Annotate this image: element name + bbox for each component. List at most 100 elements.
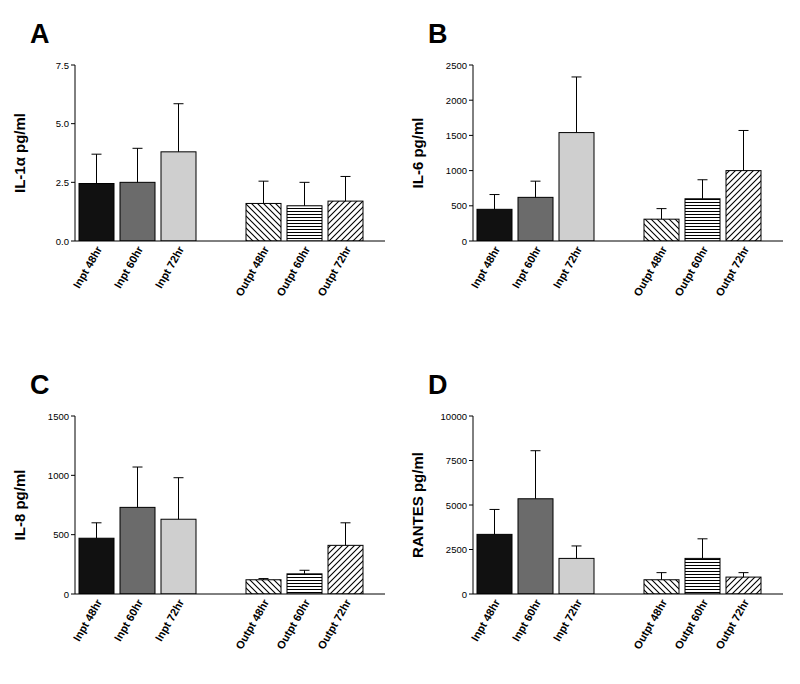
y-tick — [469, 65, 473, 66]
error-bar — [259, 579, 269, 580]
error-bar — [133, 148, 143, 182]
panel: DRANTES pg/ml025005000750010000Inpt 48hr… — [409, 370, 783, 651]
bar — [79, 538, 114, 594]
error-bar — [300, 182, 310, 205]
x-tick-label: Outpt 60hr — [672, 243, 711, 298]
panel-label: A — [30, 19, 50, 49]
bar — [477, 534, 512, 594]
x-tick-label: Outpt 60hr — [672, 596, 711, 651]
x-tick-label: Inpt 48hr — [469, 596, 503, 643]
bar — [559, 133, 594, 241]
x-tick-label: Inpt 72hr — [551, 596, 585, 643]
x-tick-label: Outpt 72hr — [713, 243, 752, 298]
y-tick — [469, 170, 473, 171]
bars — [79, 467, 363, 594]
y-tick-label: 1000 — [446, 165, 467, 176]
bar — [726, 171, 761, 241]
y-tick — [71, 594, 75, 595]
bar — [518, 499, 553, 594]
bar — [161, 152, 196, 241]
y-tick — [469, 460, 473, 461]
y-tick — [71, 65, 75, 66]
y-tick — [71, 182, 75, 183]
panel: AIL-1α pg/ml0.02.55.07.5Inpt 48hrInpt 60… — [11, 19, 385, 298]
error-bar — [174, 104, 184, 152]
y-axis-label: IL-1α pg/ml — [11, 113, 28, 193]
error-bar — [300, 570, 310, 574]
y-tick — [469, 205, 473, 206]
y-tick — [469, 416, 473, 417]
x-tick-label: Inpt 60hr — [510, 596, 544, 643]
panel-label: D — [428, 370, 448, 400]
y-tick — [71, 475, 75, 476]
y-tick-label: 1000 — [48, 470, 69, 481]
y-tick-label: 0.0 — [56, 236, 69, 247]
y-tick-label: 5.0 — [56, 118, 69, 129]
x-axis — [75, 594, 385, 595]
bar — [685, 558, 720, 594]
x-axis — [473, 594, 783, 595]
bar — [477, 209, 512, 241]
panel: BIL-6 pg/ml05001000150020002500Inpt 48hr… — [409, 19, 783, 298]
y-tick — [71, 123, 75, 124]
y-tick — [71, 416, 75, 417]
y-tick-label: 2.5 — [56, 177, 69, 188]
error-bar — [259, 181, 269, 203]
y-axis — [75, 416, 76, 594]
x-tick-label: Inpt 72hr — [153, 596, 187, 643]
error-bar — [531, 181, 541, 197]
y-tick — [469, 505, 473, 506]
x-tick-label: Outpt 72hr — [713, 596, 752, 651]
y-tick — [469, 241, 473, 242]
figure: AIL-1α pg/ml0.02.55.07.5Inpt 48hrInpt 60… — [0, 0, 800, 684]
error-bar — [341, 176, 351, 201]
y-tick-label: 2500 — [446, 544, 467, 555]
bar — [726, 577, 761, 594]
y-tick — [469, 549, 473, 550]
y-tick-label: 500 — [451, 200, 467, 211]
error-bar — [698, 539, 708, 559]
bar — [161, 519, 196, 594]
error-bar — [657, 209, 667, 220]
error-bar — [572, 546, 582, 558]
y-tick-label: 0 — [64, 589, 69, 600]
error-bar — [531, 451, 541, 499]
y-tick-label: 5000 — [446, 500, 467, 511]
x-tick-label: Outpt 48hr — [631, 243, 670, 298]
bar — [246, 203, 281, 241]
panel-label: C — [30, 370, 50, 400]
y-tick-label: 1500 — [446, 130, 467, 141]
error-bar — [739, 130, 749, 170]
bar — [559, 558, 594, 594]
x-tick-label: Inpt 48hr — [71, 243, 105, 290]
error-bar — [698, 180, 708, 199]
bar — [644, 580, 679, 594]
error-bar — [92, 154, 102, 183]
y-tick-label: 500 — [53, 529, 69, 540]
x-tick-label: Inpt 48hr — [71, 596, 105, 643]
error-bar — [490, 195, 500, 210]
bar — [287, 206, 322, 241]
x-tick-label: Outpt 72hr — [315, 243, 354, 298]
y-axis-label: RANTES pg/ml — [409, 452, 426, 558]
x-tick-label: Inpt 72hr — [153, 243, 187, 290]
y-tick — [469, 100, 473, 101]
error-bar — [739, 573, 749, 577]
x-tick-label: Outpt 60hr — [274, 596, 313, 651]
x-tick-label: Outpt 48hr — [631, 596, 670, 651]
error-bar — [490, 509, 500, 534]
bar — [246, 580, 281, 594]
bar — [518, 197, 553, 241]
y-tick — [71, 241, 75, 242]
panel: CIL-8 pg/ml050010001500Inpt 48hrInpt 60h… — [11, 370, 385, 651]
x-tick-label: Outpt 48hr — [233, 596, 272, 651]
y-tick — [71, 534, 75, 535]
bars — [477, 77, 761, 241]
error-bar — [657, 573, 667, 580]
bar — [120, 507, 155, 594]
y-tick-label: 10000 — [441, 411, 467, 422]
panel-label: B — [428, 19, 448, 49]
y-axis-label: IL-8 pg/ml — [11, 470, 28, 541]
bar — [120, 182, 155, 241]
x-tick-label: Inpt 60hr — [112, 596, 146, 643]
